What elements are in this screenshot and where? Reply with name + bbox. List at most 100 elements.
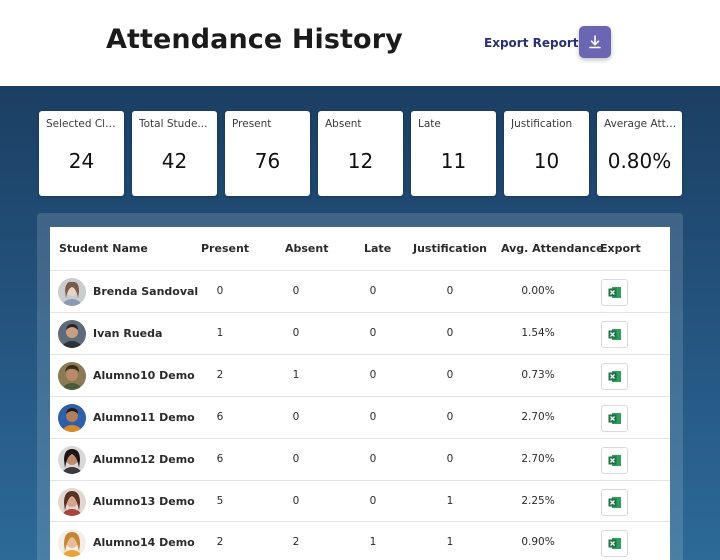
column-header-student-name: Student Name [59,242,148,255]
excel-icon [608,413,621,424]
avg-attendance: 1.54% [521,327,555,339]
avg-attendance: 2.70% [521,453,555,465]
late-count: 0 [369,369,377,381]
late-count: 1 [369,536,377,548]
table-row: Brenda Sandoval 0 0 0 0 0.00% [50,270,670,312]
justification-count: 0 [446,369,454,381]
stat-label: Justification [511,118,573,130]
justification-count: 1 [446,495,454,507]
student-name: Ivan Rueda [93,327,163,340]
avatar [58,404,86,432]
absent-count: 0 [292,327,300,339]
page-title: Attendance History [106,24,403,55]
stat-label: Average Atte... [604,118,678,130]
table-row: Ivan Rueda 1 0 0 0 1.54% [50,312,670,354]
absent-count: 0 [292,495,300,507]
stat-label: Present [232,118,272,130]
present-count: 6 [216,411,224,423]
stat-card-absent: Absent 12 [318,111,403,196]
avatar [58,446,86,474]
present-count: 6 [216,453,224,465]
present-count: 0 [216,285,224,297]
absent-count: 0 [292,453,300,465]
column-header-justification: Justification [413,242,488,255]
excel-icon [608,371,621,382]
justification-count: 0 [446,453,454,465]
table-row: Alumno14 Demo 2 2 1 1 0.90% [50,521,670,560]
present-count: 5 [216,495,224,507]
late-count: 0 [369,285,377,297]
export-excel-button[interactable] [601,530,628,557]
stat-value: 12 [347,149,374,173]
excel-icon [608,538,621,549]
absent-count: 2 [292,536,300,548]
export-report-link[interactable]: Export Report [484,36,579,50]
student-name: Brenda Sandoval [93,285,199,298]
student-name: Alumno14 Demo [93,536,195,549]
present-count: 2 [216,536,224,548]
stat-card-total-students: Total Stude... 42 [132,111,217,196]
justification-count: 0 [446,285,454,297]
stat-value: 42 [161,149,188,173]
avg-attendance: 0.90% [521,536,555,548]
avatar [58,362,86,390]
present-count: 1 [216,327,224,339]
avg-attendance: 0.73% [521,369,555,381]
justification-count: 0 [446,411,454,423]
attendance-table [50,227,670,560]
justification-count: 0 [446,327,454,339]
export-report-button[interactable] [579,26,611,58]
absent-count: 1 [292,369,300,381]
avatar [58,488,86,516]
stat-value: 11 [440,149,467,173]
page-header: Attendance History Export Report [0,0,720,86]
stat-label: Selected Cla... [46,118,120,130]
avg-attendance: 0.00% [521,285,555,297]
late-count: 0 [369,327,377,339]
stat-value: 76 [254,149,281,173]
column-header-absent: Absent [285,242,329,255]
stat-value: 0.80% [607,149,672,173]
stat-card-average-attendance: Average Atte... 0.80% [597,111,682,196]
student-name: Alumno13 Demo [93,495,195,508]
avg-attendance: 2.70% [521,411,555,423]
table-row: Alumno12 Demo 6 0 0 0 2.70% [50,438,670,480]
present-count: 2 [216,369,224,381]
absent-count: 0 [292,411,300,423]
stat-value: 10 [533,149,560,173]
stat-card-late: Late 11 [411,111,496,196]
student-name: Alumno11 Demo [93,411,195,424]
stat-label: Late [418,118,441,130]
avatar [58,278,86,306]
export-excel-button[interactable] [601,363,628,390]
table-row: Alumno10 Demo 2 1 0 0 0.73% [50,354,670,396]
excel-icon [608,455,621,466]
export-excel-button[interactable] [601,405,628,432]
column-header-late: Late [364,242,392,255]
export-excel-button[interactable] [601,321,628,348]
stat-label: Total Stude... [139,118,208,130]
excel-icon [608,287,621,298]
export-excel-button[interactable] [601,489,628,516]
column-header-avg-attendance: Avg. Attendance [501,242,604,255]
student-name: Alumno12 Demo [93,453,195,466]
late-count: 0 [369,495,377,507]
stat-label: Absent [325,118,362,130]
late-count: 0 [369,453,377,465]
column-header-export: Export [600,242,641,255]
stat-card-selected-classes: Selected Cla... 24 [39,111,124,196]
table-row: Alumno11 Demo 6 0 0 0 2.70% [50,396,670,438]
export-excel-button[interactable] [601,447,628,474]
excel-icon [608,497,621,508]
excel-icon [608,329,621,340]
avg-attendance: 2.25% [521,495,555,507]
avatar [58,529,86,557]
justification-count: 1 [446,536,454,548]
table-row: Alumno13 Demo 5 0 0 1 2.25% [50,480,670,522]
download-icon [589,35,601,49]
column-header-present: Present [201,242,250,255]
avatar [58,320,86,348]
stat-card-present: Present 76 [225,111,310,196]
late-count: 0 [369,411,377,423]
export-excel-button[interactable] [601,279,628,306]
